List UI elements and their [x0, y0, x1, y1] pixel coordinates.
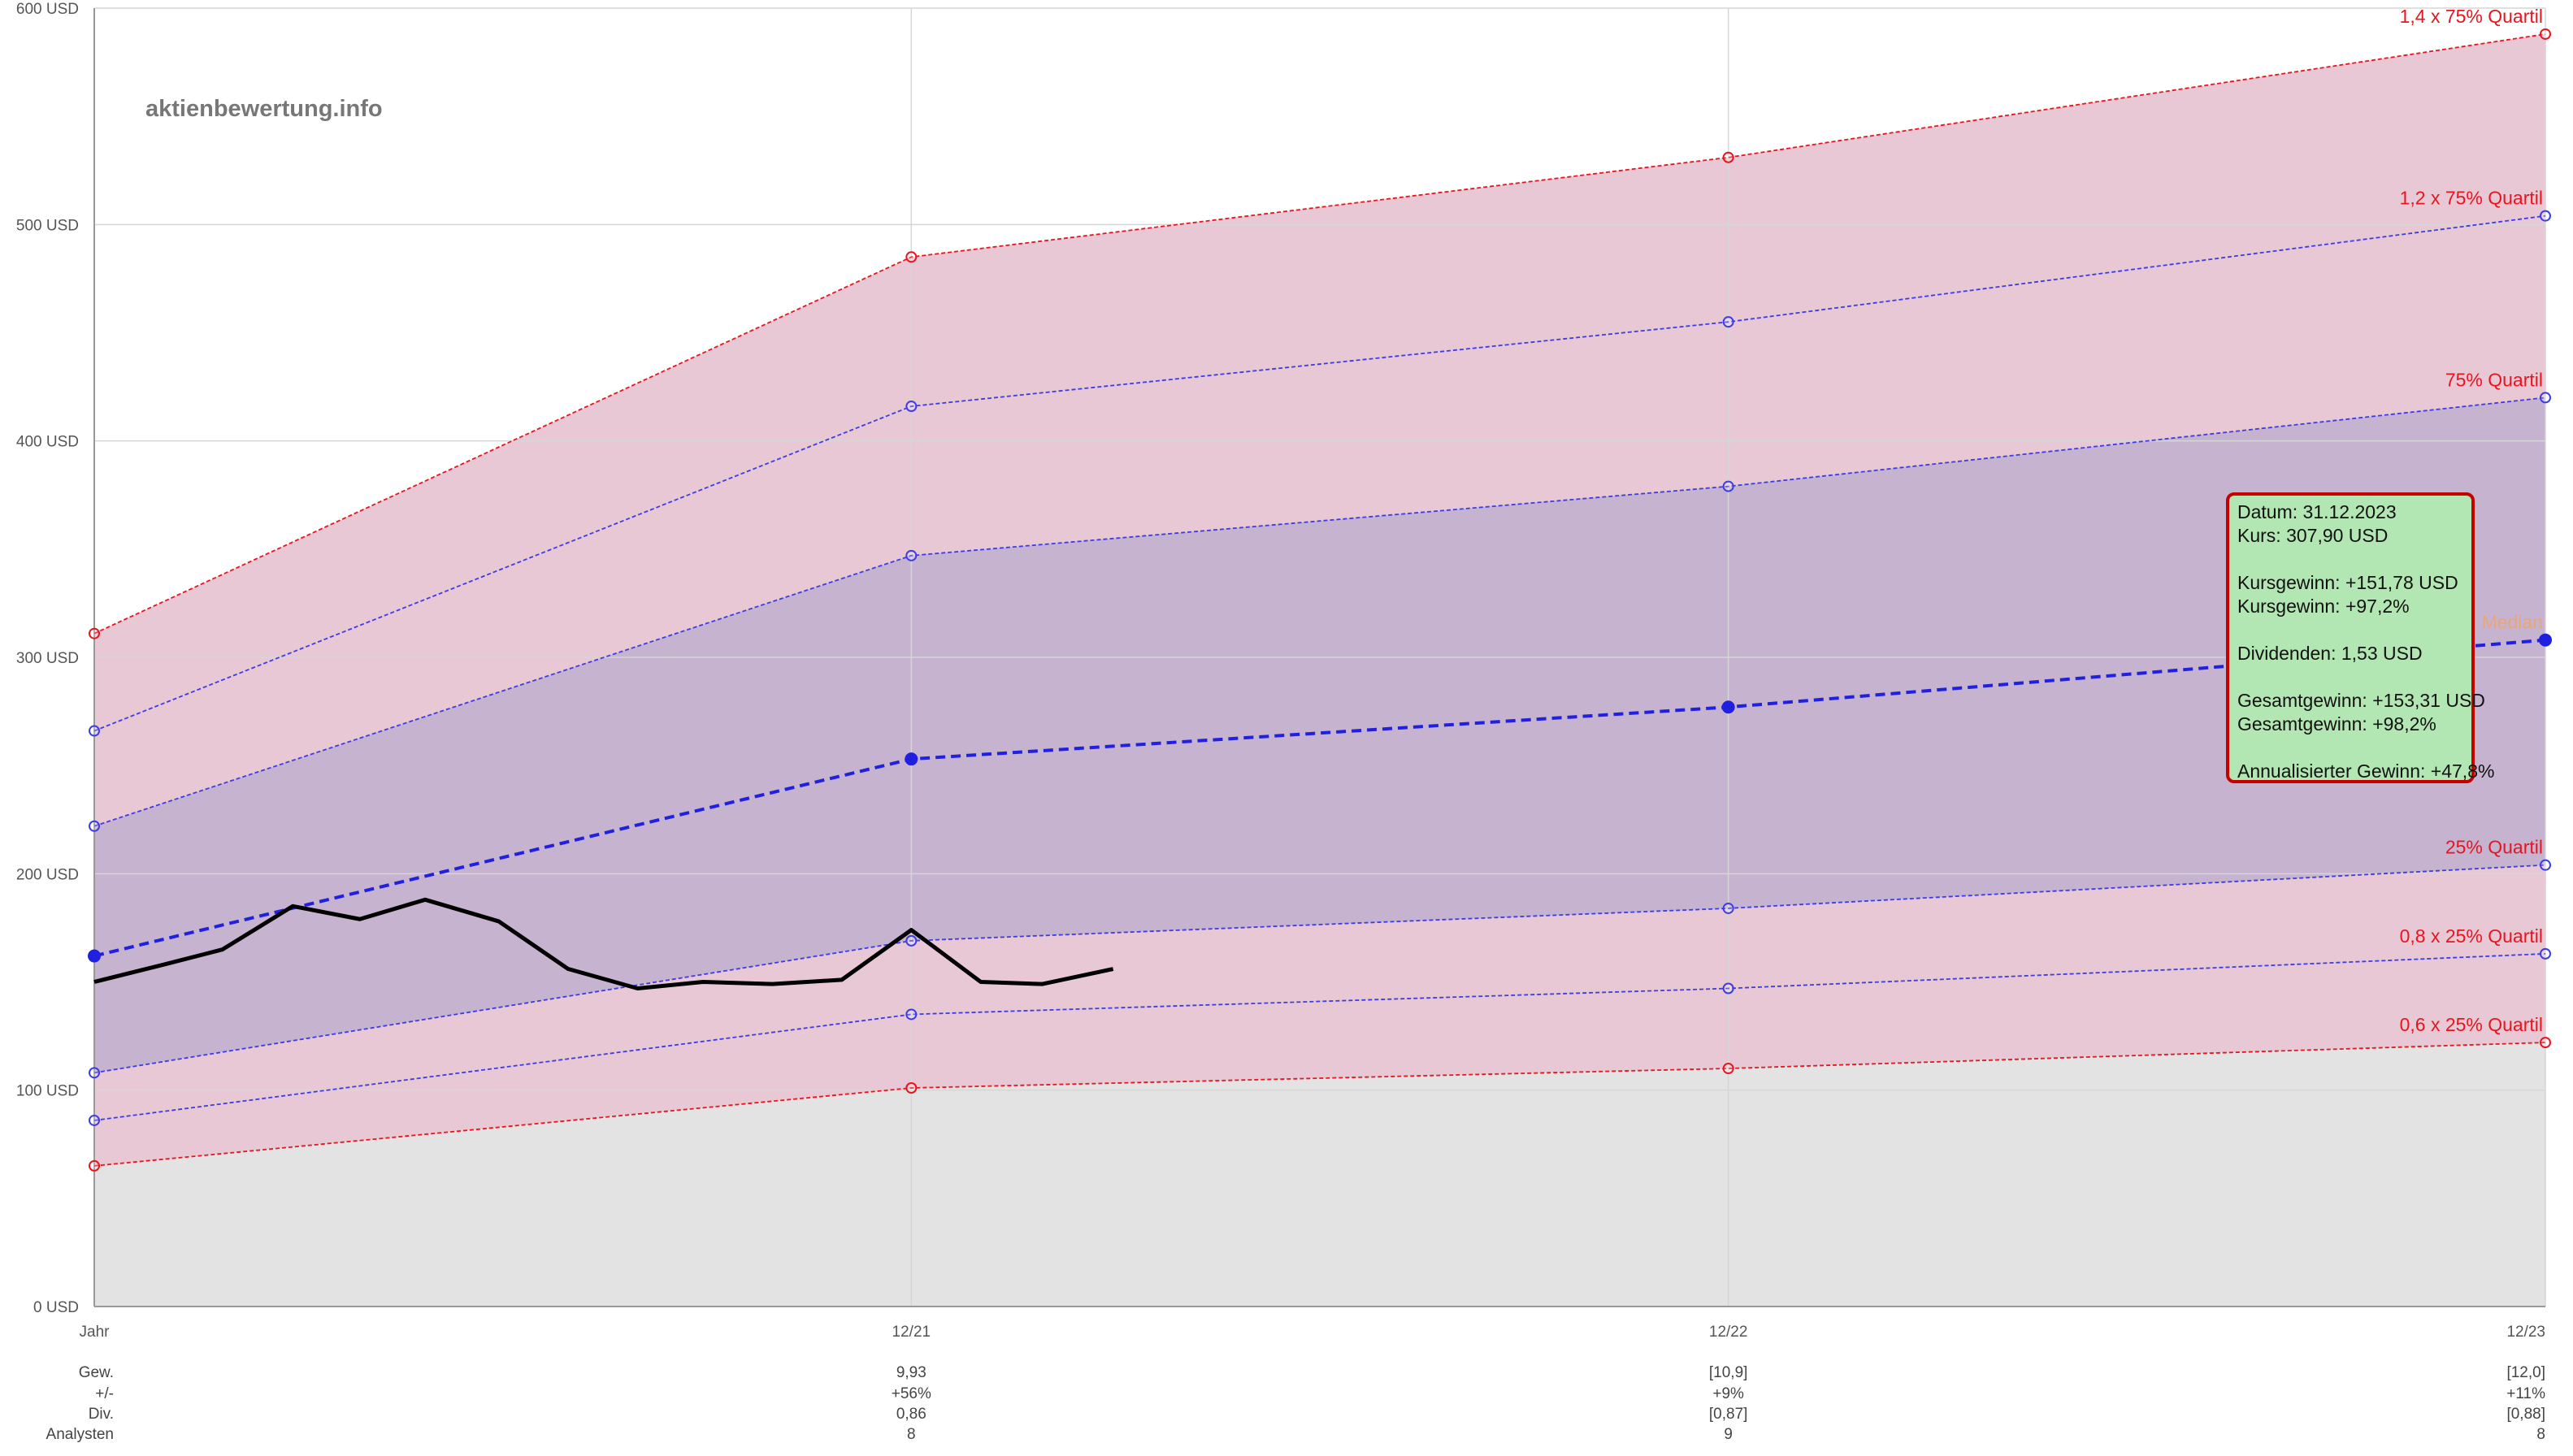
y-tick-label: 300 USD [16, 650, 79, 667]
band-point [2540, 28, 2551, 40]
table-cell: 9,93 [896, 1364, 926, 1381]
watermark-text: aktienbewertung.info [145, 96, 383, 122]
table-cell: +9% [1712, 1385, 1744, 1402]
band-line [93, 33, 2546, 635]
tooltip-line: Kursgewinn: +151,78 USD [2237, 572, 2458, 593]
band-point [1722, 480, 1734, 492]
x-axis-ticks: Jahr 12/21 12/22 12/23 [80, 1324, 2545, 1341]
band-point [1722, 1063, 1734, 1075]
band-point [89, 627, 100, 639]
table-row-label: Div. [89, 1406, 114, 1423]
band-point [905, 752, 918, 766]
band-line [93, 396, 2546, 827]
tooltip-spacer [2237, 665, 2463, 689]
band-point [1722, 151, 1734, 163]
table-row-label: +/- [95, 1385, 114, 1402]
tooltip-spacer [2237, 618, 2463, 642]
band-point [2539, 633, 2552, 647]
tooltip-line: Datum: 31.12.2023 [2237, 501, 2397, 522]
band-point [1722, 902, 1734, 914]
y-tick-label: 400 USD [16, 434, 79, 451]
band-point [89, 725, 100, 737]
y-tick-label: 500 USD [16, 217, 79, 234]
table-cell: +56% [892, 1385, 931, 1402]
band-point [88, 949, 101, 963]
band-point [905, 1008, 918, 1020]
band-label: 1,4 x 75% Quartil [2400, 6, 2543, 27]
band-lines [93, 33, 2546, 1167]
band-line [93, 638, 2546, 958]
tooltip-line: Kursgewinn: +97,2% [2237, 596, 2410, 617]
band-label: 0,8 x 25% Quartil [2400, 925, 2543, 947]
band-labels: 1,4 x 75% Quartil 1,2 x 75% Quartil 75% Qu… [2400, 6, 2543, 1035]
band-point [905, 251, 918, 263]
base-area [94, 1042, 2545, 1306]
band-point [2540, 1037, 2551, 1049]
y-axis-ticks: 0 USD 100 USD 200 USD 300 USD 400 USD 500 USD… [16, 1, 79, 1316]
band-label: 25% Quartil [2445, 837, 2543, 858]
tooltip-spacer [2237, 548, 2463, 571]
tooltip-line: Gesamtgewinn: +153,31 USD [2237, 690, 2485, 711]
band-point [1722, 982, 1734, 994]
x-tick-label: Jahr [80, 1324, 111, 1341]
tooltip-spacer [2237, 736, 2463, 760]
table-row-label: Gew. [79, 1364, 114, 1381]
band-fills [94, 33, 2545, 1306]
band-point [1722, 316, 1734, 328]
table-cell: 8 [2536, 1426, 2545, 1443]
band-point [2540, 947, 2551, 960]
band-point [89, 820, 100, 832]
band-label: 1,2 x 75% Quartil [2400, 188, 2543, 209]
band-label: 0,6 x 25% Quartil [2400, 1014, 2543, 1035]
band-line [93, 1042, 2546, 1167]
table-cell: [0,88] [2506, 1406, 2545, 1423]
table-cell: 9 [1724, 1426, 1733, 1443]
band-point [89, 1067, 100, 1079]
table-cell: 8 [907, 1426, 916, 1443]
band-point [905, 549, 918, 561]
inner-band-area [94, 397, 2545, 1073]
x-tick-label: 12/22 [1709, 1324, 1748, 1341]
tooltip-line: Annualisierter Gewinn: +47,8% [2237, 760, 2495, 782]
table-cell: [0,87] [1709, 1406, 1748, 1423]
band-line [93, 864, 2546, 1074]
band-point [905, 934, 918, 947]
band-line [93, 952, 2546, 1121]
tooltip-line: Dividenden: 1,53 USD [2237, 643, 2423, 664]
table-row-label: Analysten [46, 1426, 114, 1443]
band-point [2540, 859, 2551, 871]
band-point [1721, 700, 1735, 714]
band-point [905, 401, 918, 413]
x-tick-label: 12/23 [2506, 1324, 2545, 1341]
fundamentals-table: Gew. +/- Div. Analysten 9,93 +56% 0,86 8 [10,9] +… [46, 1364, 2546, 1443]
band-point [89, 1114, 100, 1126]
grid-lines [93, 7, 2546, 1307]
band-label: 75% Quartil [2445, 369, 2543, 390]
tooltip-line: Gesamtgewinn: +98,2% [2237, 713, 2436, 734]
band-line [93, 214, 2546, 732]
x-tick-label: 12/21 [892, 1324, 931, 1341]
y-tick-label: 0 USD [33, 1299, 79, 1316]
band-point [2540, 392, 2551, 404]
table-cell: +11% [2506, 1385, 2545, 1402]
band-point [905, 1082, 918, 1094]
price-line [93, 897, 1114, 990]
band-points [88, 28, 2552, 1172]
tooltip-line: Kurs: 307,90 USD [2237, 525, 2389, 546]
band-point [89, 1159, 100, 1172]
y-tick-label: 100 USD [16, 1083, 79, 1100]
price-series [93, 897, 1114, 990]
band-label: Median [2482, 612, 2543, 633]
band-point [2540, 210, 2551, 222]
table-cell: [12,0] [2506, 1364, 2545, 1381]
data-tooltip: Datum: 31.12.2023 Kurs: 307,90 USD Kursgew… [2226, 492, 2495, 783]
table-cell: 0,86 [896, 1406, 926, 1423]
y-tick-label: 200 USD [16, 866, 79, 883]
y-tick-label: 600 USD [16, 1, 79, 18]
table-cell: [10,9] [1709, 1364, 1748, 1381]
